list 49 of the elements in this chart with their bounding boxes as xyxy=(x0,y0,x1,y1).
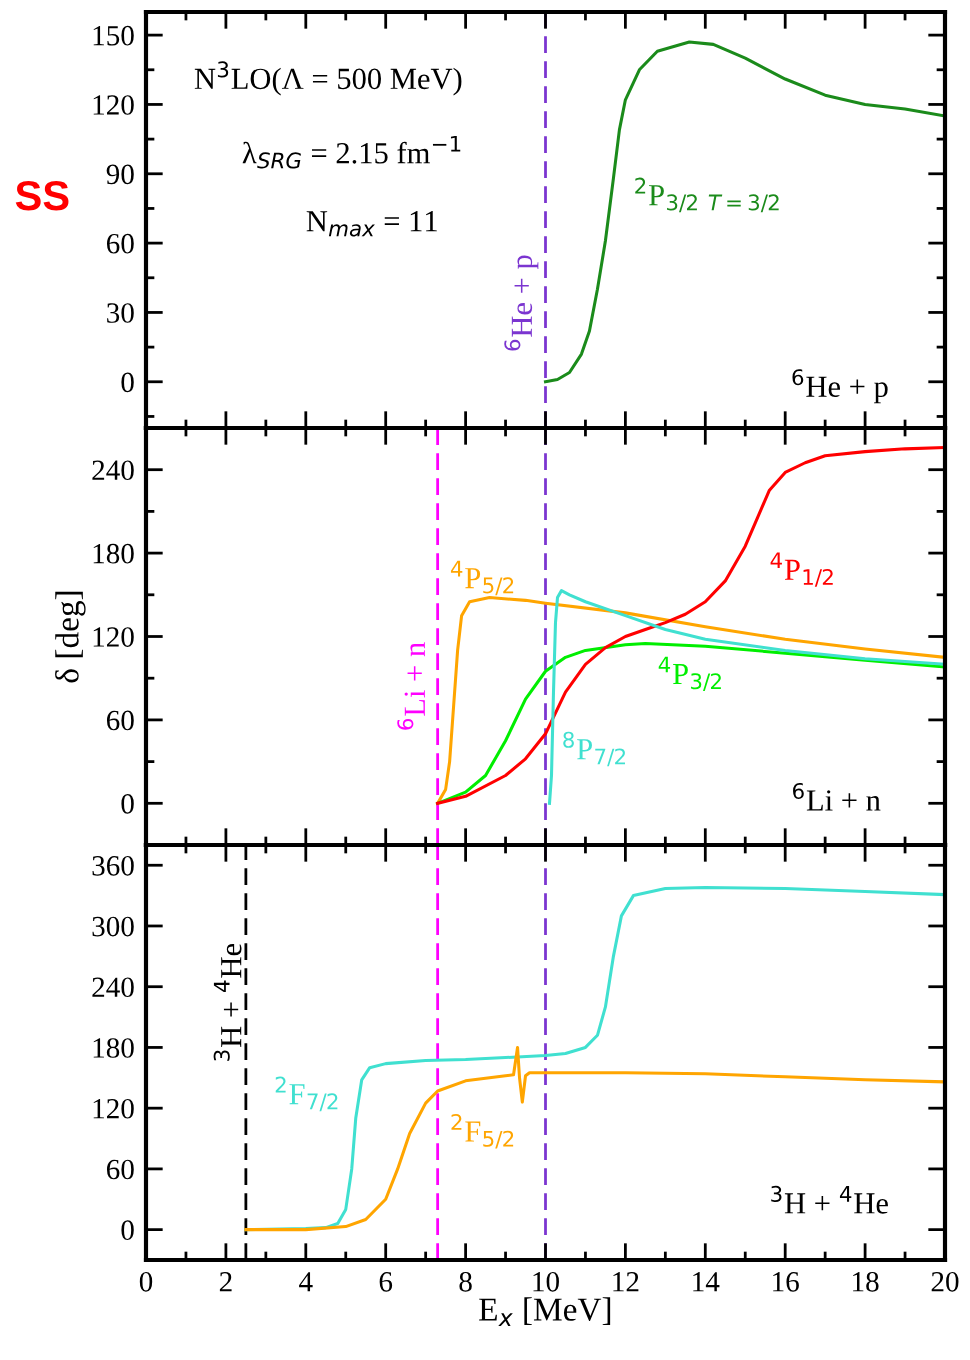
x-tick-label: 14 xyxy=(693,1272,720,1292)
y-tick-label: 90 xyxy=(106,164,134,185)
x-tick-label: 10 xyxy=(533,1271,559,1292)
series-label: $^{2}$F$_{7/2}$ xyxy=(275,1076,338,1112)
x-tick-label: 16 xyxy=(773,1272,799,1292)
series-label: $^{4}$P$_{3/2}$ xyxy=(658,656,721,692)
y-tick-label: 120 xyxy=(93,1098,134,1119)
ref-line-label: $^{6}$He + p xyxy=(504,255,539,351)
x-tick-label: 6 xyxy=(379,1272,393,1292)
y-tick-label: 0 xyxy=(121,372,134,393)
annotation: N$^{3}$LO(Λ = 500 MeV) xyxy=(194,61,462,96)
text: SS xyxy=(15,180,69,211)
x-tick-label: 0 xyxy=(139,1271,153,1292)
x-tick-label: 20 xyxy=(931,1271,959,1292)
y-tick-label: 300 xyxy=(92,916,134,937)
y-tick-label: 150 xyxy=(93,25,134,46)
annotation: $^{3}$H + $^{4}$He xyxy=(771,1185,888,1214)
y-tick-label: 180 xyxy=(93,543,134,564)
ref-line-label: $^{3}$H + $^{4}$He xyxy=(213,943,242,1061)
annotation: λ$_{SRG}$ = 2.15 fm$^{−1}$ xyxy=(242,135,461,169)
y-tick-label: 0 xyxy=(121,1220,134,1241)
y-tick-label: 360 xyxy=(92,855,134,876)
y-tick-label: 60 xyxy=(106,233,134,254)
x-tick-label: 12 xyxy=(613,1272,639,1292)
x-tick-label: 18 xyxy=(853,1271,879,1292)
x-tick-label: 8 xyxy=(459,1271,472,1292)
y-tick-label: 0 xyxy=(121,794,134,814)
series-label: $^{4}$P$_{5/2}$ xyxy=(450,560,514,596)
y-tick-label: 240 xyxy=(92,977,134,998)
annotation: $^{6}$Li + n xyxy=(793,782,881,811)
y-tick-label: 120 xyxy=(93,95,134,115)
annotation: N$_{max}$ = 11 xyxy=(306,211,437,237)
y-tick-label: 30 xyxy=(107,303,134,323)
y-axis-title: δ [deg] xyxy=(55,591,86,683)
x-axis-title: E$_{x}$ [MeV] xyxy=(479,1297,611,1326)
series-label: $^{4}$P$_{1/2}$ xyxy=(770,552,833,587)
x-tick-label: 2 xyxy=(219,1272,232,1292)
series-label: $^{2}$P$_{3/2 T=3/2}$ xyxy=(635,177,779,213)
y-tick-label: 60 xyxy=(106,710,134,731)
ref-line-label: $^{6}$Li + n xyxy=(397,642,425,730)
series-label: $^{2}$F$_{5/2}$ xyxy=(451,1113,514,1149)
y-tick-label: 180 xyxy=(93,1038,134,1058)
y-tick-label: 120 xyxy=(93,627,134,647)
x-tick-label: 4 xyxy=(299,1272,313,1292)
y-tick-label: 240 xyxy=(92,460,134,481)
line-series xyxy=(244,1045,945,1232)
annotation: $^{6}$He + p xyxy=(792,369,888,404)
y-tick-label: 60 xyxy=(106,1159,134,1180)
series-label: $^{8}$P$_{7/2}$ xyxy=(563,731,626,767)
